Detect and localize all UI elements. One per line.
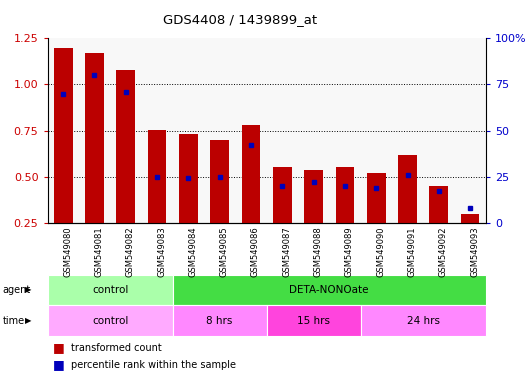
Text: ▶: ▶: [25, 316, 32, 325]
Bar: [429, 186, 448, 223]
Bar: [210, 140, 229, 223]
Bar: [54, 48, 72, 223]
Text: GSM549089: GSM549089: [345, 227, 354, 277]
Text: time: time: [3, 316, 25, 326]
Text: GSM549087: GSM549087: [282, 227, 291, 277]
Bar: [148, 130, 166, 223]
Text: DETA-NONOate: DETA-NONOate: [289, 285, 369, 295]
Text: percentile rank within the sample: percentile rank within the sample: [71, 360, 237, 370]
Bar: [242, 125, 260, 223]
Text: transformed count: transformed count: [71, 343, 162, 353]
Bar: [85, 53, 104, 223]
Text: GSM549085: GSM549085: [220, 227, 229, 277]
Text: GSM549092: GSM549092: [439, 227, 448, 277]
Text: GSM549086: GSM549086: [251, 227, 260, 277]
Text: GSM549083: GSM549083: [157, 227, 166, 277]
Text: GSM549091: GSM549091: [408, 227, 417, 277]
Text: 8 hrs: 8 hrs: [206, 316, 233, 326]
Text: GSM549088: GSM549088: [314, 227, 323, 277]
Bar: [367, 173, 385, 223]
Text: GSM549084: GSM549084: [188, 227, 197, 277]
Text: ■: ■: [53, 341, 64, 354]
Text: control: control: [92, 316, 128, 326]
Text: GSM549082: GSM549082: [126, 227, 135, 277]
Text: GSM549090: GSM549090: [376, 227, 385, 277]
Bar: [304, 170, 323, 223]
Text: GSM549081: GSM549081: [95, 227, 103, 277]
Bar: [179, 134, 198, 223]
Text: agent: agent: [3, 285, 31, 295]
Text: GSM549080: GSM549080: [63, 227, 72, 277]
Text: control: control: [92, 285, 128, 295]
Bar: [273, 167, 291, 223]
Text: 24 hrs: 24 hrs: [407, 316, 440, 326]
Bar: [116, 70, 135, 223]
Text: GDS4408 / 1439899_at: GDS4408 / 1439899_at: [163, 13, 317, 26]
Text: GSM549093: GSM549093: [470, 227, 479, 277]
Bar: [335, 167, 354, 223]
Text: ▶: ▶: [25, 285, 32, 295]
Bar: [461, 214, 479, 223]
Text: ■: ■: [53, 358, 64, 371]
Text: 15 hrs: 15 hrs: [297, 316, 330, 326]
Bar: [398, 154, 417, 223]
